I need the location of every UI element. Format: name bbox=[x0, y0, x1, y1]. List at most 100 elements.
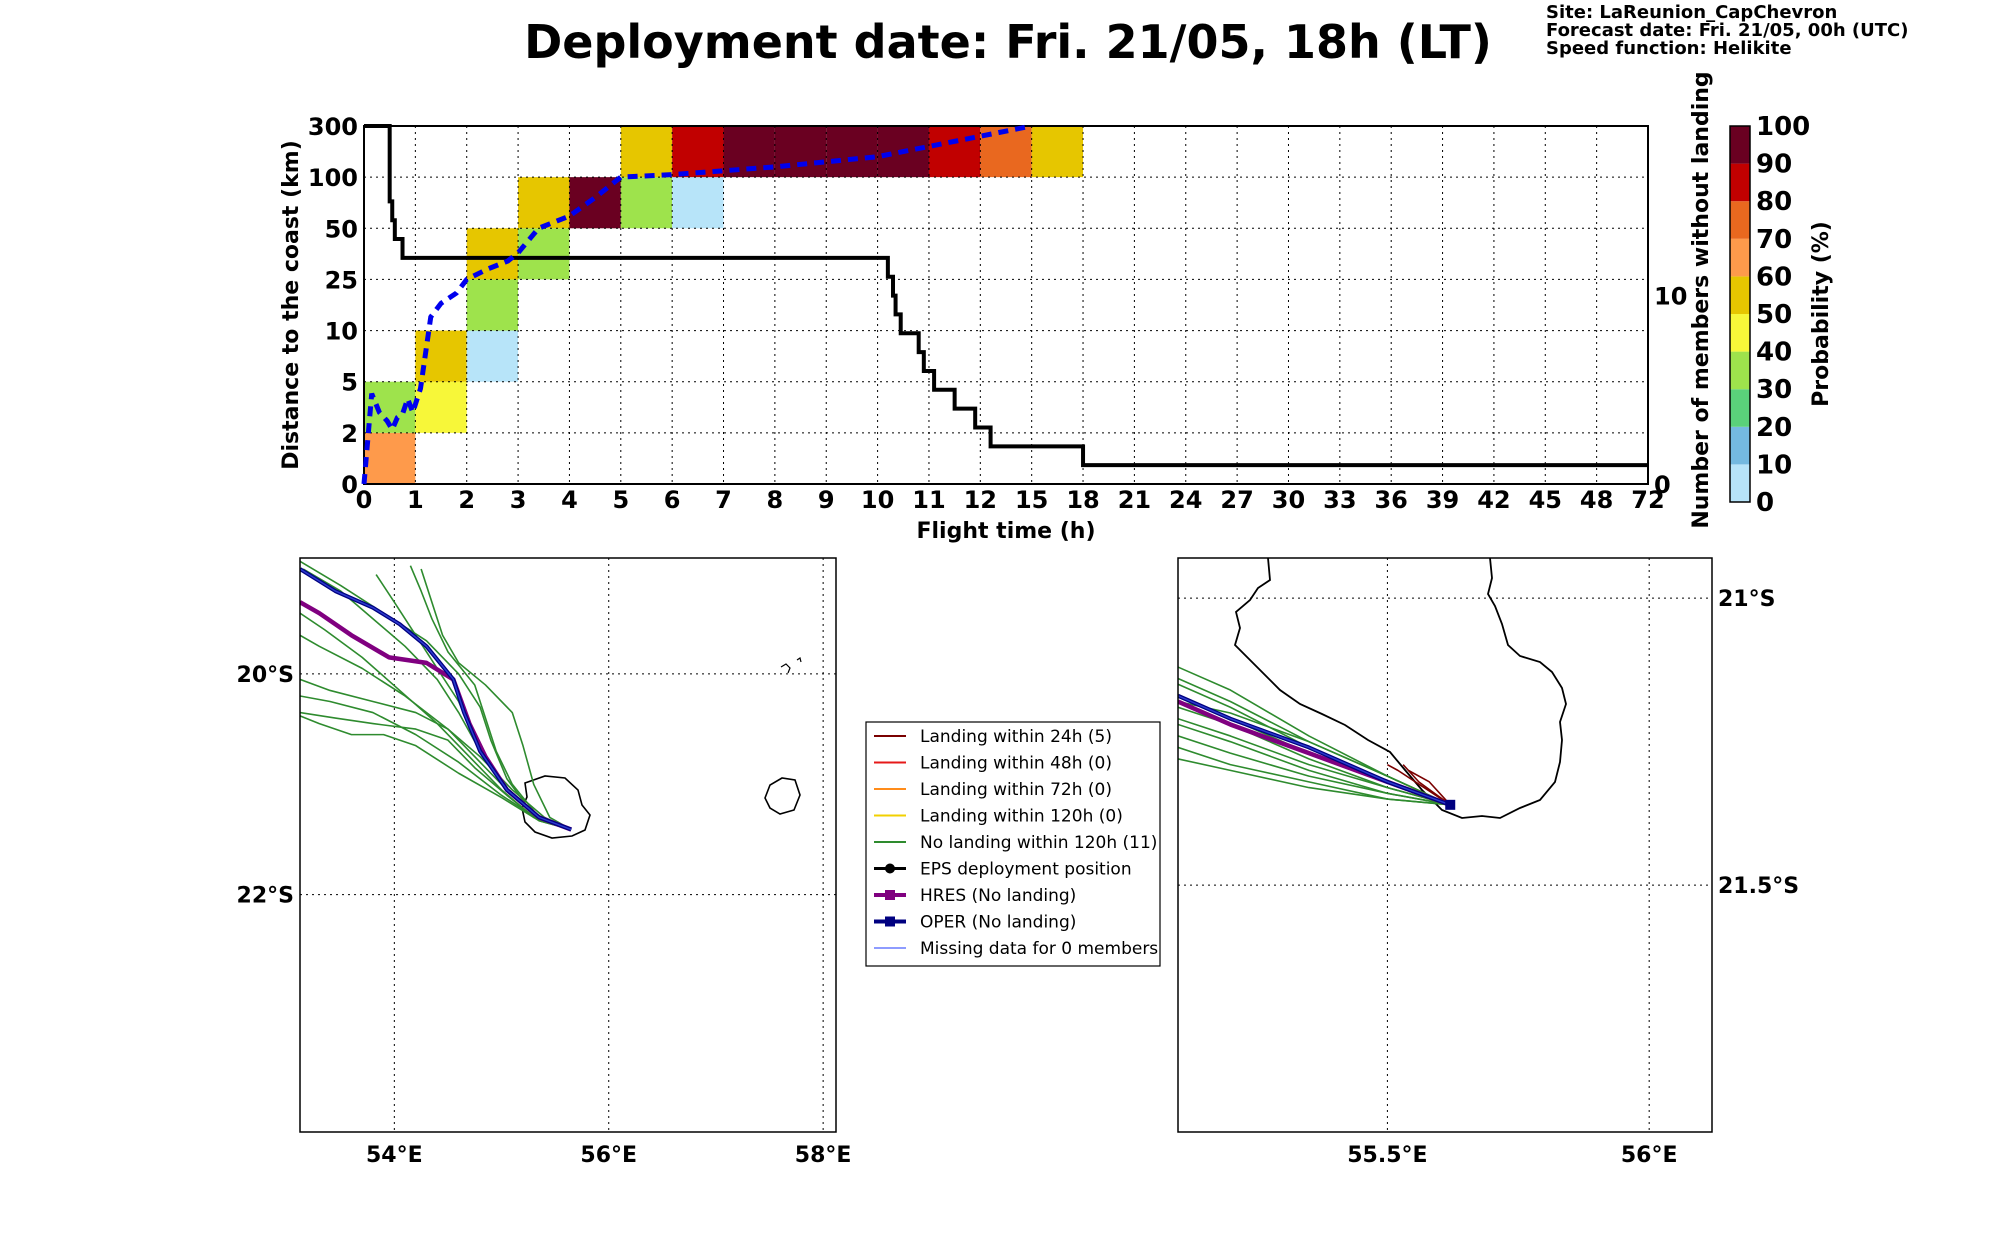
colorbar-bin bbox=[1730, 426, 1750, 465]
latitude-label: 20°S bbox=[237, 663, 294, 688]
legend-item: Landing within 24h (5) bbox=[874, 727, 1112, 747]
legend-item: HRES (No landing) bbox=[874, 886, 1076, 906]
landing-24h-trajectory bbox=[1402, 764, 1451, 806]
colorbar-tick-label: 80 bbox=[1756, 187, 1792, 217]
latitude-label: 21°S bbox=[1718, 587, 1775, 612]
longitude-label: 54°E bbox=[366, 1143, 423, 1168]
legend-box bbox=[865, 721, 1161, 967]
legend-label: HRES (No landing) bbox=[920, 886, 1076, 906]
no-landing-trajectory bbox=[375, 574, 572, 831]
reunion-coastline-detail bbox=[1233, 558, 1567, 819]
colorbar-bin bbox=[1730, 201, 1750, 239]
colorbar-bin bbox=[1730, 314, 1750, 352]
colorbar-bin bbox=[1730, 126, 1750, 164]
heatmap-cell bbox=[569, 177, 621, 229]
y-tick-label: 0 bbox=[341, 471, 358, 499]
oper-trajectory bbox=[300, 567, 572, 832]
regional-trajectory-map: 54°E 56°E 58°E 20°S 22°S bbox=[237, 557, 851, 1168]
x-tick-label: 39 bbox=[1426, 486, 1459, 514]
colorbar-tick-label: 60 bbox=[1756, 262, 1792, 292]
colorbar-tick-label: 90 bbox=[1756, 150, 1792, 180]
legend-swatch-dot bbox=[885, 863, 895, 874]
longitude-label: 56°E bbox=[580, 1143, 637, 1168]
colorbar-tick-label: 70 bbox=[1756, 225, 1792, 255]
x-tick-label: 8 bbox=[767, 486, 784, 514]
x-tick-label: 2 bbox=[458, 486, 475, 514]
heatmap-cell bbox=[620, 126, 673, 178]
left-map-longitude-labels: 54°E 56°E 58°E bbox=[366, 1143, 851, 1168]
hres-trajectory bbox=[300, 600, 573, 832]
left-map-frame bbox=[299, 557, 837, 1133]
x-tick-label: 6 bbox=[664, 486, 681, 514]
x-tick-labels: 0 1 2 3 4 5 6 7 8 9 10 11 12 15 18 21 24 27 30 33 36 39 42 45 48… bbox=[356, 486, 1665, 514]
x-tick-label: 3 bbox=[510, 486, 527, 514]
y-tick-label: 25 bbox=[325, 266, 358, 294]
legend: Landing within 24h (5) Landing within 48h… bbox=[865, 721, 1161, 967]
colorbar-label: Probability (%) bbox=[1809, 221, 1834, 407]
legend-item: Landing within 120h (0) bbox=[874, 807, 1123, 827]
x-axis-label: Flight time (h) bbox=[916, 519, 1095, 544]
heatmap-grid bbox=[364, 126, 1648, 484]
landing-24h-trajectory bbox=[1407, 769, 1451, 806]
median-distance-line bbox=[361, 123, 1033, 485]
heatmap-cell bbox=[928, 126, 981, 178]
x-tick-label: 18 bbox=[1066, 486, 1099, 514]
colorbar-tick-label: 10 bbox=[1756, 450, 1792, 480]
local-trajectory-map: 55.5°E 56°E 21°S 21.5°S bbox=[1177, 557, 1799, 1168]
colorbar-tick-labels: 0 10 20 30 40 50 60 70 80 90 100 bbox=[1756, 112, 1810, 518]
islet-outline bbox=[796, 657, 802, 663]
x-tick-label: 30 bbox=[1272, 486, 1305, 514]
colorbar-tick-label: 0 bbox=[1756, 488, 1774, 518]
site-info: Site: LaReunion_CapChevron bbox=[1546, 2, 1837, 23]
speed-info: Speed function: Helikite bbox=[1546, 38, 1792, 59]
y-axis-label: Distance to the coast (km) bbox=[279, 140, 304, 470]
colorbar-frame bbox=[1729, 125, 1751, 503]
heatmap-cell bbox=[415, 381, 467, 433]
chart-title: Deployment date: Fri. 21/05, 18h (LT) bbox=[524, 15, 1492, 69]
x-tick-label: 27 bbox=[1220, 486, 1253, 514]
y-tick-label: 5 bbox=[341, 369, 358, 397]
x-tick-label: 11 bbox=[912, 486, 945, 514]
y-right-axis-label: Number of members without landing bbox=[1689, 71, 1714, 528]
x-tick-label: 7 bbox=[715, 486, 732, 514]
legend-label: Landing within 24h (5) bbox=[920, 727, 1112, 747]
heatmap-cells bbox=[364, 126, 1084, 484]
right-map-latitude-labels: 21°S 21.5°S bbox=[1718, 587, 1799, 899]
probability-colorbar: 0 10 20 30 40 50 60 70 80 90 100 Probability (%) bbox=[1729, 112, 1834, 518]
y-right-tick-label: 10 bbox=[1654, 283, 1687, 311]
colorbar-tick-label: 50 bbox=[1756, 300, 1792, 330]
x-tick-label: 36 bbox=[1374, 486, 1407, 514]
mauritius-coastline bbox=[764, 777, 801, 815]
x-tick-label: 15 bbox=[1015, 486, 1048, 514]
no-landing-trajectory bbox=[300, 560, 572, 831]
x-tick-label: 33 bbox=[1323, 486, 1356, 514]
no-landing-trajectory bbox=[420, 568, 572, 831]
legend-item: Landing within 72h (0) bbox=[874, 780, 1112, 800]
heatmap-frame bbox=[363, 125, 1649, 485]
y-tick-label: 50 bbox=[325, 215, 358, 243]
latitude-label: 21.5°S bbox=[1718, 874, 1799, 899]
legend-label: No landing within 120h (11) bbox=[920, 833, 1157, 853]
no-landing-trajectory bbox=[1178, 666, 1451, 806]
colorbar-bin bbox=[1730, 389, 1750, 427]
legend-label: Missing data for 0 members bbox=[920, 939, 1158, 959]
colorbar-tick-label: 100 bbox=[1756, 112, 1810, 142]
y-tick-label: 2 bbox=[341, 420, 358, 448]
longitude-label: 56°E bbox=[1621, 1143, 1678, 1168]
oper-trajectory-highlight bbox=[300, 568, 572, 831]
colorbar-bin bbox=[1730, 464, 1750, 502]
y-right-tick-label: 0 bbox=[1654, 471, 1671, 499]
x-tick-label: 45 bbox=[1529, 486, 1562, 514]
y-tick-label: 100 bbox=[308, 164, 358, 192]
legend-label: EPS deployment position bbox=[920, 860, 1132, 880]
x-tick-label: 0 bbox=[356, 486, 373, 514]
x-tick-label: 48 bbox=[1580, 486, 1613, 514]
no-landing-trajectory bbox=[1178, 723, 1451, 806]
legend-item: No landing within 120h (11) bbox=[874, 833, 1157, 853]
heatmap-cell bbox=[518, 228, 570, 280]
x-tick-label: 42 bbox=[1477, 486, 1510, 514]
colorbar-bin bbox=[1730, 163, 1750, 202]
y-tick-label: 10 bbox=[325, 318, 358, 346]
y-tick-label: 300 bbox=[308, 113, 358, 141]
